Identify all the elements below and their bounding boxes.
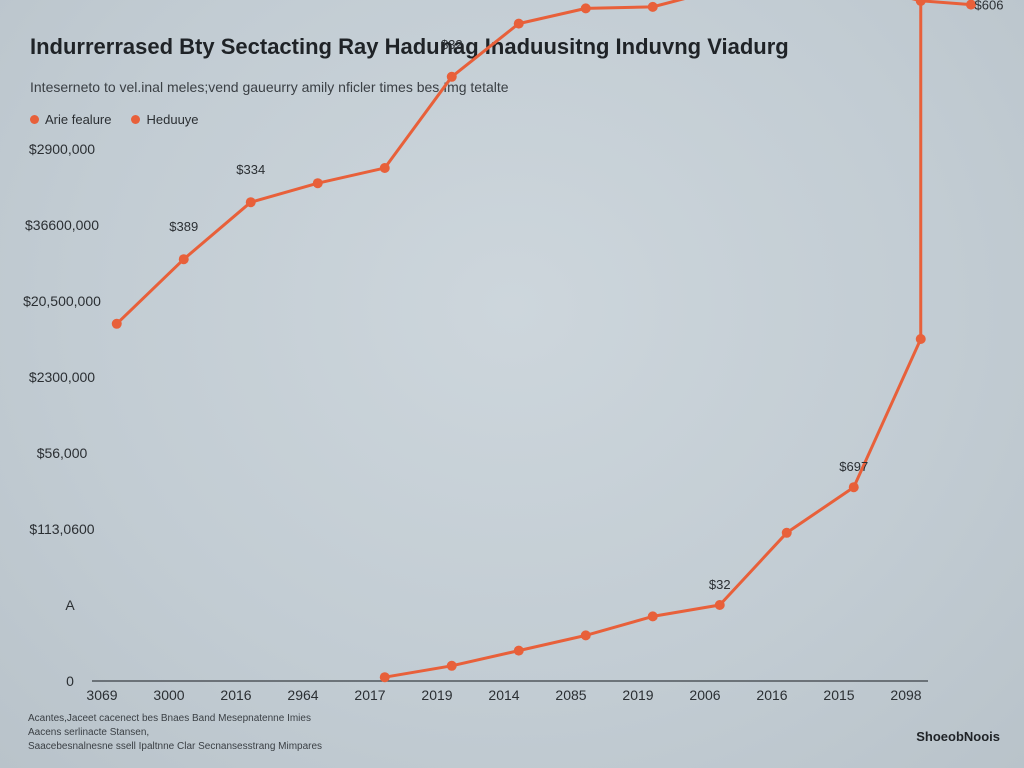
- data-point: [446, 660, 457, 671]
- legend-label: Arie fealure: [45, 112, 112, 127]
- data-label: $32: [709, 577, 731, 592]
- x-tick-label: 2014: [488, 687, 519, 703]
- x-tick-label: 2019: [622, 687, 653, 703]
- y-tick-label: $20,500,000: [23, 293, 101, 309]
- data-point: [580, 630, 591, 641]
- y-tick-label: $2300,000: [29, 369, 95, 385]
- data-point: [379, 672, 390, 683]
- data-point: [379, 163, 390, 173]
- data-point: [111, 318, 122, 329]
- legend-label: Heduuye: [146, 112, 199, 127]
- data-point: [781, 527, 792, 538]
- y-tick-label: $36600,000: [25, 217, 99, 233]
- legend-item-series-1[interactable]: Arie fealure: [30, 112, 111, 127]
- footnote-line: Acantes,Jaceet cacenect bes Bnaes Band M…: [28, 713, 311, 724]
- data-label: $606: [975, 0, 1004, 13]
- data-point: [446, 71, 457, 82]
- footnotes: Acantes,Jaceet cacenect bes Bnaes Band M…: [28, 712, 322, 754]
- x-tick-label: 3069: [86, 687, 117, 703]
- footnote-line: Aacens serlinacte Stansen,: [28, 727, 150, 738]
- series-line-1: [115, 0, 973, 326]
- y-tick-label: A: [65, 597, 75, 613]
- brand-logo-text: ShoeobNoois: [916, 729, 1000, 744]
- data-point: [915, 0, 926, 6]
- data-point: [245, 197, 256, 208]
- data-point: [647, 611, 658, 622]
- data-point: [915, 334, 926, 344]
- series-line-2: [383, 0, 923, 679]
- x-tick-label: 2017: [354, 687, 385, 703]
- data-label: $697: [839, 459, 868, 474]
- chart-subtitle: Inteserneto to vel.inal meles;vend gaueu…: [30, 79, 509, 95]
- data-label: $334: [236, 162, 265, 177]
- x-tick-label: 2016: [220, 687, 251, 703]
- x-tick-label: 2964: [287, 687, 318, 703]
- y-tick-label: $2900,000: [29, 141, 95, 157]
- data-point: [178, 254, 189, 265]
- data-point: [714, 600, 725, 610]
- legend-marker-icon: [131, 115, 141, 124]
- x-tick-label: 2098: [890, 687, 921, 703]
- y-tick-label: $56,000: [37, 445, 88, 461]
- x-tick-label: 2016: [756, 687, 787, 703]
- data-point: [580, 3, 591, 14]
- legend-marker-icon: [30, 115, 39, 124]
- data-point: [966, 0, 976, 10]
- chart-title: Indurrerrased Bty Sectacting Ray Hadunag…: [30, 34, 789, 59]
- x-tick-label: 3000: [153, 687, 184, 703]
- legend-item-series-2[interactable]: Heduuye: [131, 112, 199, 127]
- x-tick-label: 2019: [421, 687, 452, 703]
- y-tick-label: $113,0600: [29, 521, 94, 537]
- data-point: [513, 645, 524, 656]
- chart-legend: Arie fealure Heduuye: [30, 112, 199, 127]
- y-tick-label: 0: [66, 673, 74, 689]
- data-point: [848, 482, 859, 493]
- data-label: $389: [169, 219, 198, 234]
- footnote-line: Saacebesnalnesne ssell Ipaltnne Clar Sec…: [28, 741, 323, 752]
- data-point: [647, 1, 658, 12]
- data-point: [312, 178, 323, 189]
- x-tick-label: 2006: [689, 687, 720, 703]
- data-label: $32: [441, 37, 463, 52]
- x-tick-label: 2015: [823, 687, 854, 703]
- x-tick-label: 2085: [555, 687, 586, 703]
- data-point: [513, 18, 524, 29]
